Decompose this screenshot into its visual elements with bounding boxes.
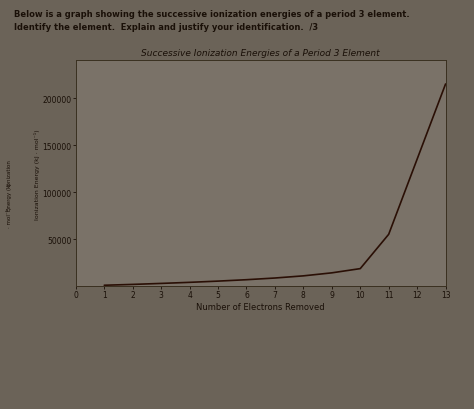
Text: Identify the element.  Explain and justify your identification.  /3: Identify the element. Explain and justif… — [14, 22, 319, 31]
X-axis label: Number of Electrons Removed: Number of Electrons Removed — [196, 302, 325, 311]
Y-axis label: Ionization Energy (kJ · mol⁻¹): Ionization Energy (kJ · mol⁻¹) — [34, 128, 40, 219]
Title: Successive Ionization Energies of a Period 3 Element: Successive Ionization Energies of a Peri… — [141, 49, 380, 58]
Text: Ionization: Ionization — [7, 158, 12, 185]
Text: · mol⁻¹): · mol⁻¹) — [7, 206, 12, 227]
Text: Energy (kJ: Energy (kJ — [7, 182, 12, 210]
Text: Below is a graph showing the successive ionization energies of a period 3 elemen: Below is a graph showing the successive … — [14, 10, 410, 19]
